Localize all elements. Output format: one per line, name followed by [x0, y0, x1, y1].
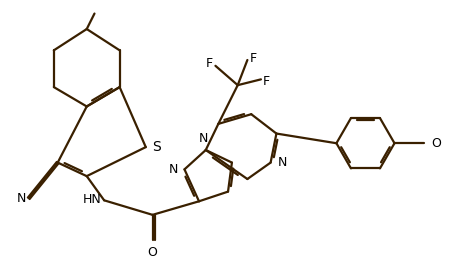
Text: S: S [153, 140, 161, 154]
Text: N: N [169, 163, 178, 176]
Text: HN: HN [82, 193, 101, 206]
Text: F: F [263, 75, 270, 88]
Text: F: F [250, 51, 257, 64]
Text: O: O [147, 246, 158, 259]
Text: N: N [199, 132, 208, 145]
Text: N: N [278, 156, 287, 169]
Text: O: O [431, 137, 441, 150]
Text: F: F [206, 57, 213, 70]
Text: N: N [17, 192, 27, 205]
